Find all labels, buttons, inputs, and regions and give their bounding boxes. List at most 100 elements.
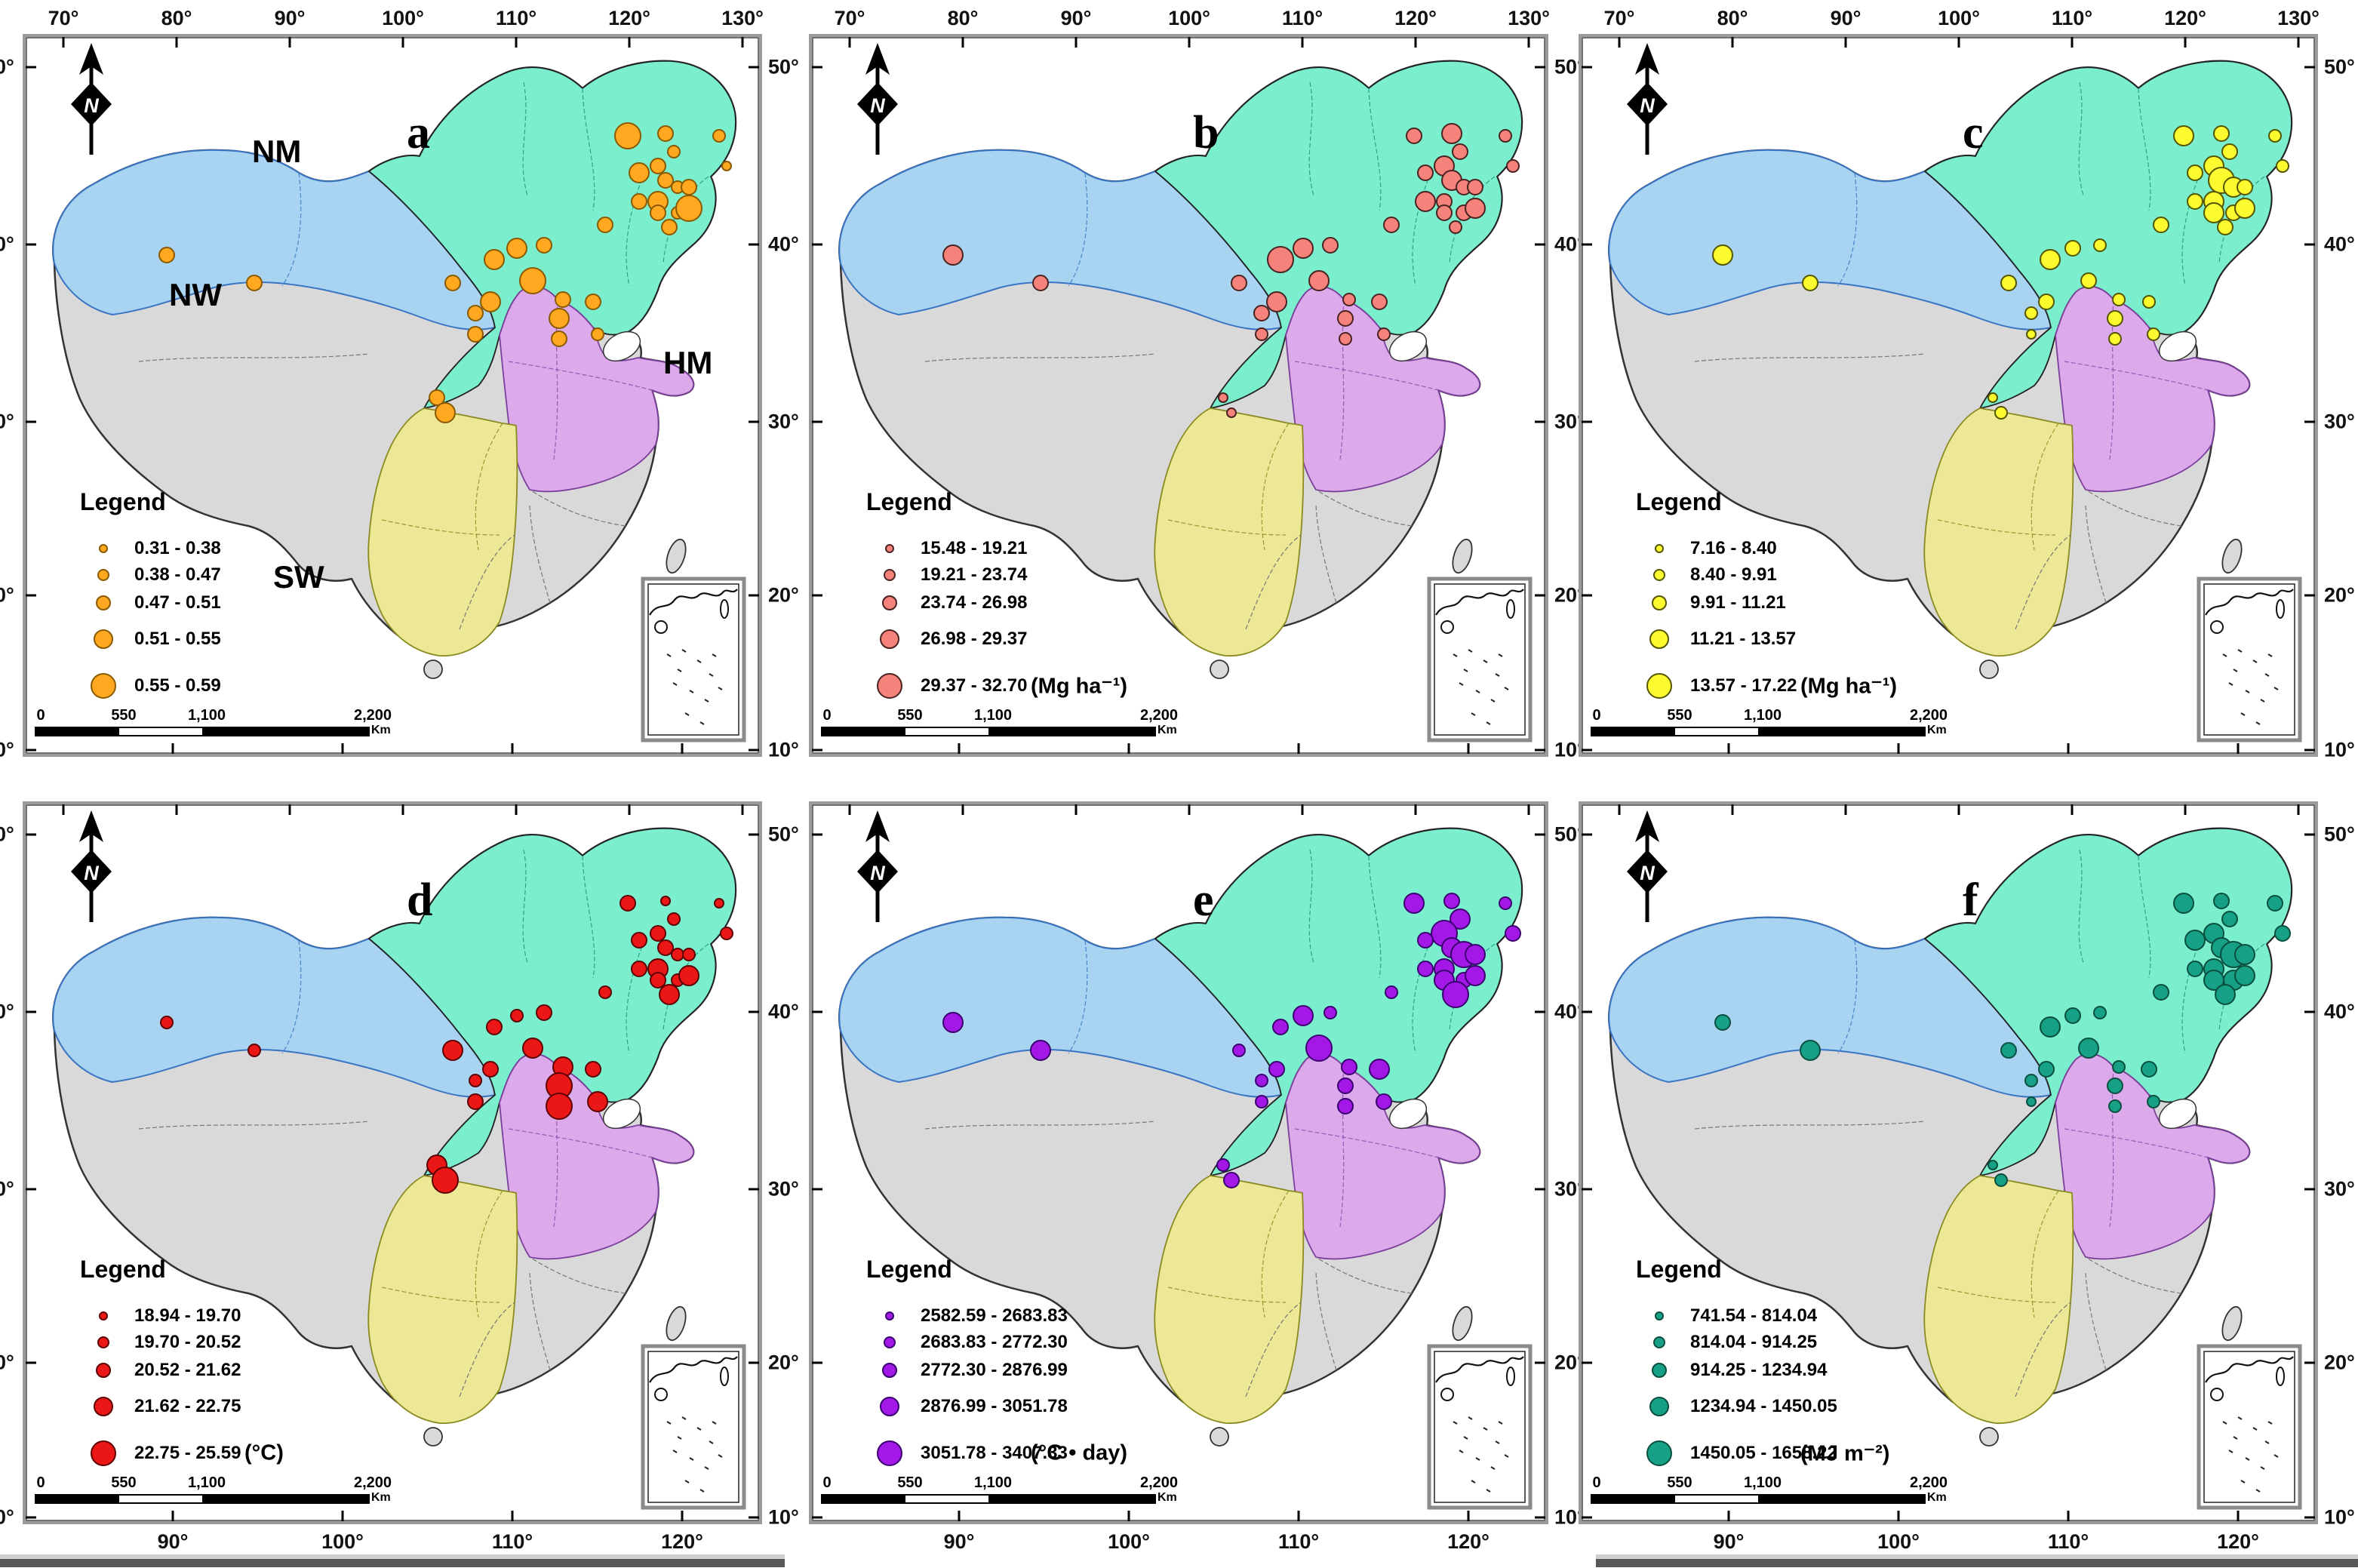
inset-island-mark [2237,649,2243,653]
north-arrow-head [79,810,103,842]
region-label-nm: NM [252,134,302,169]
legend-class-label: 0.47 - 0.51 [134,592,221,613]
north-arrow-head [1635,43,1659,75]
inset-island-mark [1453,1421,1458,1425]
site-circle [549,308,570,329]
longitude-label-bottom: 110° [1277,1530,1320,1553]
inset-island-mark [2267,1421,2273,1425]
taiwan-island [1452,1305,1473,1342]
site-circle [1337,310,1354,327]
site-circle [2026,1096,2037,1107]
inset-island-mark [1490,1466,1496,1470]
site-circle [467,305,484,321]
latitude-label-right: 50° [2324,822,2355,846]
legend-size-circle [1655,544,1664,553]
inset-island-mark [677,669,682,672]
legend-size-circle [91,1440,116,1466]
site-circle [467,1093,484,1110]
province-border [1068,172,1088,287]
scale-bar-segment [202,1496,368,1502]
site-circle [1800,1040,1821,1061]
legend-class-label: 22.75 - 25.59 [134,1443,241,1463]
legend-class-label: 11.21 - 13.57 [1690,629,1797,649]
frame-inner-line [26,37,759,754]
inset-island-mark [1483,1427,1488,1431]
site-circle [585,294,601,310]
scale-bar-segment [119,1496,202,1502]
longitude-label-top: 100° [1168,7,1210,29]
scale-bar-segments [1591,1494,1926,1504]
site-circle [1218,392,1228,403]
taiwan-island [666,1305,687,1342]
site-circle [1322,237,1339,254]
province-border [2078,849,2084,964]
province-border [924,1121,1156,1130]
province-border [582,88,595,211]
hainan-island [1979,659,1999,679]
province-border [626,172,645,287]
legend-class-label: 20.52 - 21.62 [134,1360,241,1380]
site-circle [598,985,612,999]
site-circle [597,217,613,233]
compass-diamond [1627,850,1668,893]
north-arrow-head [1635,810,1659,842]
scale-bar: 0 550 1,100 2,200 Km [819,707,1182,742]
china-map: N [1582,37,2315,754]
longitude-label-top: 110° [495,7,537,29]
legend-class-label: 0.55 - 0.59 [134,675,221,696]
scale-bar-unit: Km [1157,1491,1177,1504]
longitude-label-top: 70° [834,7,865,29]
province-border [1694,1121,1926,1130]
legend-size-circle [1653,1336,1665,1348]
inset-inner-frame [2203,1351,2295,1503]
inset-island-mark [712,1421,717,1425]
frame-inner-line [812,804,1545,1521]
province-border [138,1121,370,1130]
legend-unit-label: (°C • day) [1031,1440,1128,1465]
legend-class-label: 2876.99 - 3051.78 [921,1396,1068,1416]
site-circle [1802,275,1818,291]
inset-inner-frame [1434,583,1526,736]
scale-bar-number: 2,200 [353,1474,392,1491]
province-border [529,1256,626,1294]
site-circle [585,1061,601,1078]
province-border [582,855,595,979]
inset-island-mark [1504,1454,1509,1458]
legend-class-label: 19.70 - 20.52 [134,1332,241,1352]
scale-bar-unit: Km [371,724,391,736]
site-circle [671,948,684,961]
hainan-island [423,1427,443,1447]
legend-class-label: 26.98 - 29.37 [921,629,1028,649]
scale-bar-segment [905,1496,988,1502]
site-circle [1467,179,1483,195]
site-circle [1223,1172,1240,1188]
scale-bar-segment [36,728,119,735]
latitude-label-left: 20° [0,1351,14,1374]
scale-bar-segment [1592,1496,1675,1502]
province-border [138,353,370,362]
site-circle [1342,293,1356,306]
province-border [529,504,551,604]
longitude-label-bottom: 100° [321,1530,364,1553]
legend-size-circle [96,1363,111,1378]
site-circle [247,1044,261,1057]
scale-bar-number: 550 [897,1474,923,1491]
site-circle [2153,217,2169,233]
hainan-island [1210,659,1229,679]
longitude-label-top: 130° [1508,7,1550,29]
province-border [1837,939,1858,1054]
inset-hainan [1440,1388,1454,1401]
latitude-label-left: 40° [0,232,14,256]
footer-bar-right [1596,1554,2358,1567]
latitude-label-left: 10° [0,1505,14,1529]
sw-region [1154,407,1305,656]
inset-island-mark [2260,1466,2265,1470]
inset-island-mark [699,1489,705,1493]
longitude-label-bottom: 120° [2217,1530,2259,1553]
longitude-label-top: 120° [608,7,650,29]
scale-bar-number: 0 [822,1474,832,1491]
legend-class-label: 21.62 - 22.75 [134,1396,241,1416]
site-circle [2213,893,2230,909]
legend-size-circle [882,595,897,610]
inset-island-mark [718,687,723,690]
